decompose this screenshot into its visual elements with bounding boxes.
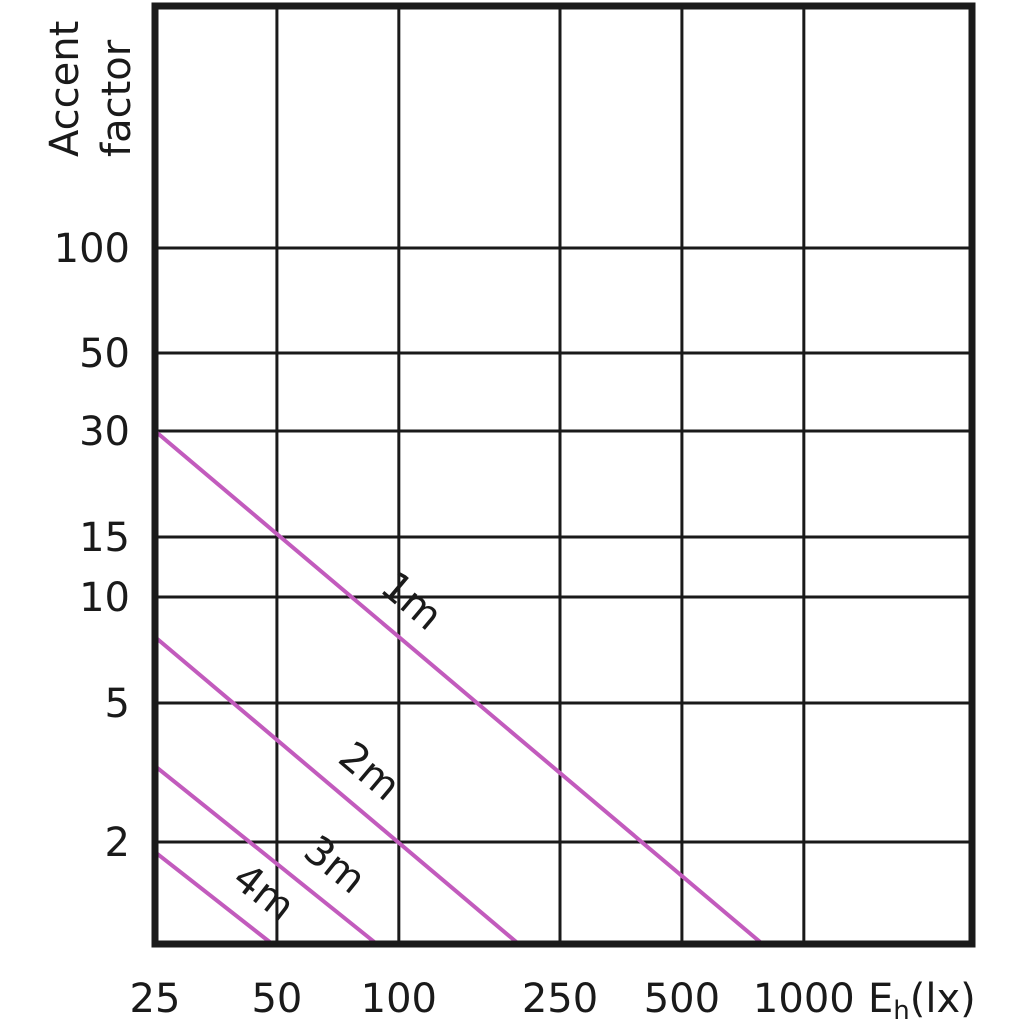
x-tick-labels: 25 50 100 250 500 1000: [130, 976, 855, 1022]
x-tick-label: 25: [130, 976, 181, 1022]
x-tick-label: 100: [361, 976, 437, 1022]
x-axis-label-unit: (lx): [910, 976, 976, 1022]
x-axis-label: Eh(lx): [868, 976, 976, 1024]
x-tick-label: 1000: [753, 976, 855, 1022]
grid: [158, 6, 972, 942]
y-tick-label: 30: [79, 409, 130, 455]
series-line-3m: [153, 764, 376, 944]
y-tick-label: 10: [79, 575, 130, 621]
y-tick-label: 5: [105, 681, 130, 727]
series-line-2m: [153, 635, 518, 944]
x-axis-label-main: E: [868, 976, 893, 1022]
series-lines: [153, 429, 762, 944]
series-label-4m: 4m: [224, 855, 303, 931]
x-tick-label: 250: [522, 976, 598, 1022]
x-tick-label: 500: [644, 976, 720, 1022]
x-tick-label: 50: [251, 976, 302, 1022]
y-tick-label: 100: [54, 226, 130, 272]
y-tick-label: 50: [79, 331, 130, 377]
series-label-1m: 1m: [372, 563, 451, 640]
y-axis-label: Accent factor: [42, 21, 140, 157]
y-axis-label-line-1: Accent: [42, 21, 88, 157]
y-tick-label: 2: [105, 820, 130, 866]
y-axis-label-line-2: factor: [94, 39, 140, 157]
plot-frame: [151, 2, 976, 948]
y-tick-labels: 100 50 30 15 10 5 2: [54, 226, 130, 866]
x-axis-label-subscript: h: [893, 996, 909, 1024]
series-line-4m: [153, 850, 271, 944]
series-label-3m: 3m: [295, 827, 374, 903]
series-label-2m: 2m: [330, 733, 409, 810]
y-tick-label: 15: [79, 515, 130, 561]
series-line-1m: [153, 429, 762, 944]
